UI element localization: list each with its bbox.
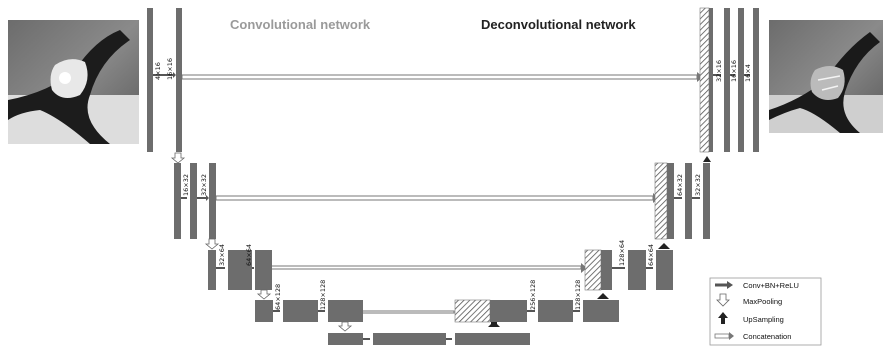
dim-label: 16×16 xyxy=(166,58,174,80)
dim-label: 16×32 xyxy=(182,174,190,196)
dim-label: 32×16 xyxy=(715,60,723,82)
encoder-level-2: 16×32 32×32 xyxy=(174,163,216,239)
maxpool-arrow-icon xyxy=(716,293,730,307)
maxpool-arrow xyxy=(256,289,272,300)
legend-conv: Conv+BN+ReLU xyxy=(743,281,799,290)
decoder-title: Deconvolutional network xyxy=(481,17,636,32)
legend-concat: Concatenation xyxy=(743,332,791,341)
dim-label: 256×128 xyxy=(529,280,537,310)
dim-label: 128×64 xyxy=(618,240,626,266)
decoder-level-2: 64×32 32×32 xyxy=(654,162,710,240)
maxpool-arrow xyxy=(337,321,353,332)
dim-label: 128×128 xyxy=(574,280,582,310)
encoder-level-3: 32×64 64×64 xyxy=(208,244,272,290)
output-image xyxy=(769,20,883,133)
maxpool-arrow xyxy=(204,238,220,250)
dim-label: 64×128 xyxy=(274,284,282,310)
dim-label: 16×4 xyxy=(744,64,752,82)
dim-label: 64×64 xyxy=(245,244,253,266)
decoder-level-3: 128×64 64×64 xyxy=(584,240,673,291)
encoder-level-4: 64×128 128×128 xyxy=(255,280,363,322)
dim-label: 128×128 xyxy=(319,280,327,310)
skip-arrowhead xyxy=(581,263,587,273)
upsample-arrow-icon xyxy=(718,312,728,324)
decoder-level-4: 256×128 128×128 xyxy=(454,280,619,323)
dim-label: 16×16 xyxy=(730,60,738,82)
upsample-arrow xyxy=(658,243,670,249)
encoder-title: Convolutional network xyxy=(230,17,371,32)
legend: Conv+BN+ReLU MaxPooling UpSampling Conca… xyxy=(709,277,822,346)
decoder-level-1: 32×16 16×16 16×4 xyxy=(699,7,759,153)
dim-label: 32×32 xyxy=(200,174,208,196)
dim-label: 64×64 xyxy=(647,244,655,266)
legend-up: UpSampling xyxy=(743,315,784,324)
dim-label: 64×32 xyxy=(676,174,684,196)
input-image xyxy=(8,20,139,144)
legend-pool: MaxPooling xyxy=(743,297,782,306)
upsample-arrow xyxy=(488,321,500,327)
upsample-arrow xyxy=(597,293,609,299)
bottleneck xyxy=(328,333,530,345)
dim-label: 32×32 xyxy=(694,174,702,196)
maxpool-arrow xyxy=(170,152,186,164)
dim-label: 4×16 xyxy=(154,62,162,80)
upsample-arrow xyxy=(703,156,711,162)
dim-label: 32×64 xyxy=(218,244,226,266)
encoder-level-1: 4×16 16×16 xyxy=(147,8,182,152)
concat-arrow-icon xyxy=(714,333,730,339)
